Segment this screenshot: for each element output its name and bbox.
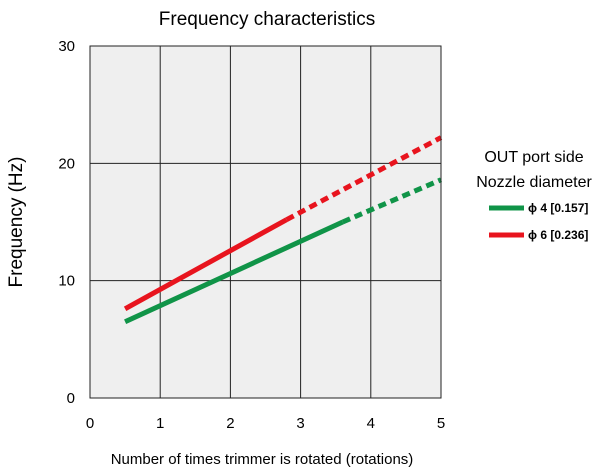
series-1-solid-line: [123, 217, 288, 312]
y-axis-label: Frequency (Hz): [6, 157, 27, 288]
x-tick-label-3: 3: [296, 415, 304, 432]
x-tick-labels: 0 1 2 3 4 5: [86, 415, 445, 432]
grid: [90, 46, 441, 398]
chart-title: Frequency characteristics: [159, 9, 375, 30]
x-tick-label-4: 4: [367, 415, 375, 432]
y-tick-label-30: 30: [58, 38, 75, 55]
x-tick-label-5: 5: [437, 415, 445, 432]
legend-label-0: ϕ 4 [0.157]: [528, 201, 588, 215]
plot-area: [90, 46, 441, 398]
series-layer: [123, 135, 443, 325]
x-tick-label-2: 2: [226, 415, 234, 432]
x-tick-label-1: 1: [156, 415, 164, 432]
series-0-solid-line: [124, 219, 344, 325]
y-tick-labels: 0 10 20 30: [58, 38, 75, 407]
y-tick-label-20: 20: [58, 155, 75, 172]
plot-border: [89, 45, 442, 399]
series-0-dashed-line: [341, 177, 442, 225]
legend-title-line-2: Nozzle diameter: [476, 174, 592, 191]
series-1-dashed-line: [285, 135, 443, 222]
legend-label-1: ϕ 6 [0.236]: [528, 228, 588, 242]
y-tick-label-10: 10: [58, 273, 75, 290]
legend-title-line-1: OUT port side: [484, 149, 583, 166]
y-tick-label-0: 0: [67, 390, 75, 407]
legend: ϕ 4 [0.157] ϕ 6 [0.236]: [489, 201, 588, 242]
x-axis-label: Number of times trimmer is rotated (rota…: [111, 451, 414, 468]
x-tick-label-0: 0: [86, 415, 94, 432]
